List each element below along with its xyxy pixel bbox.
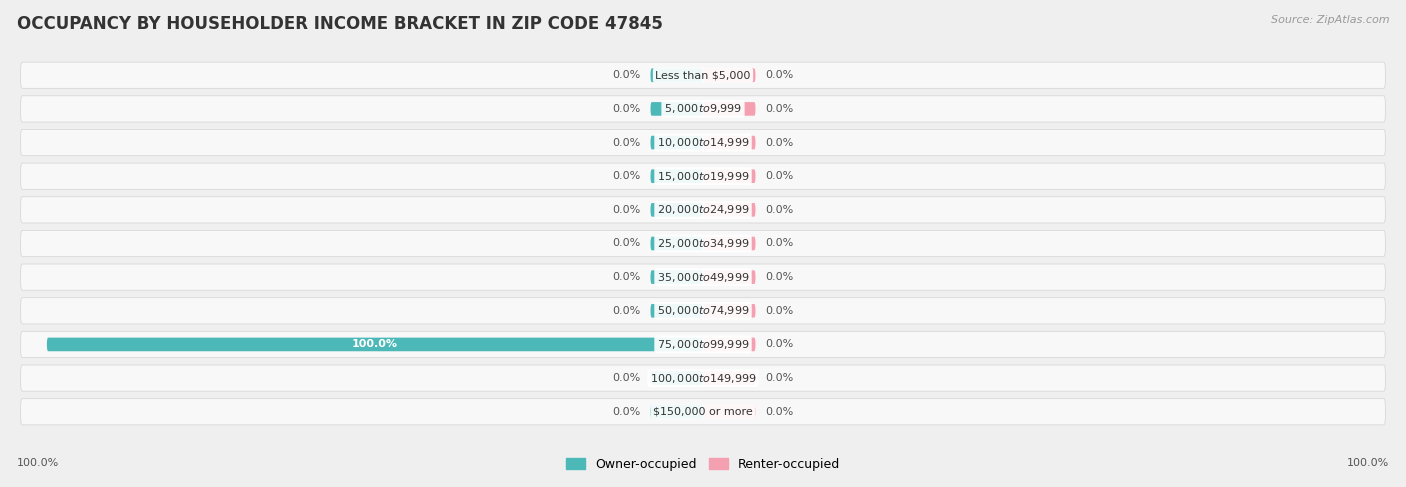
FancyBboxPatch shape [703, 337, 755, 351]
Text: 0.0%: 0.0% [765, 306, 793, 316]
FancyBboxPatch shape [21, 399, 1385, 425]
FancyBboxPatch shape [651, 237, 703, 250]
FancyBboxPatch shape [21, 298, 1385, 324]
FancyBboxPatch shape [703, 371, 755, 385]
Text: 0.0%: 0.0% [613, 407, 641, 417]
Text: 100.0%: 100.0% [352, 339, 398, 350]
FancyBboxPatch shape [703, 405, 755, 418]
Text: 0.0%: 0.0% [765, 171, 793, 181]
Text: 0.0%: 0.0% [765, 373, 793, 383]
FancyBboxPatch shape [21, 130, 1385, 156]
FancyBboxPatch shape [21, 230, 1385, 257]
Text: 0.0%: 0.0% [613, 171, 641, 181]
FancyBboxPatch shape [21, 365, 1385, 391]
Text: $50,000 to $74,999: $50,000 to $74,999 [657, 304, 749, 318]
FancyBboxPatch shape [703, 102, 755, 116]
Text: 100.0%: 100.0% [1347, 457, 1389, 468]
FancyBboxPatch shape [21, 96, 1385, 122]
FancyBboxPatch shape [703, 203, 755, 217]
Text: 0.0%: 0.0% [613, 137, 641, 148]
Text: 0.0%: 0.0% [765, 104, 793, 114]
Legend: Owner-occupied, Renter-occupied: Owner-occupied, Renter-occupied [561, 453, 845, 476]
FancyBboxPatch shape [651, 69, 703, 82]
FancyBboxPatch shape [651, 270, 703, 284]
Text: 0.0%: 0.0% [613, 70, 641, 80]
FancyBboxPatch shape [21, 197, 1385, 223]
Text: $15,000 to $19,999: $15,000 to $19,999 [657, 169, 749, 183]
Text: 0.0%: 0.0% [613, 239, 641, 248]
Text: OCCUPANCY BY HOUSEHOLDER INCOME BRACKET IN ZIP CODE 47845: OCCUPANCY BY HOUSEHOLDER INCOME BRACKET … [17, 15, 662, 33]
FancyBboxPatch shape [21, 331, 1385, 357]
FancyBboxPatch shape [703, 169, 755, 183]
Text: $20,000 to $24,999: $20,000 to $24,999 [657, 204, 749, 216]
Text: $35,000 to $49,999: $35,000 to $49,999 [657, 271, 749, 283]
FancyBboxPatch shape [21, 264, 1385, 290]
FancyBboxPatch shape [651, 169, 703, 183]
FancyBboxPatch shape [46, 337, 703, 351]
Text: $5,000 to $9,999: $5,000 to $9,999 [664, 102, 742, 115]
Text: 0.0%: 0.0% [765, 339, 793, 350]
FancyBboxPatch shape [651, 405, 703, 418]
Text: 0.0%: 0.0% [613, 306, 641, 316]
FancyBboxPatch shape [703, 136, 755, 150]
Text: $100,000 to $149,999: $100,000 to $149,999 [650, 372, 756, 385]
Text: 0.0%: 0.0% [613, 104, 641, 114]
FancyBboxPatch shape [703, 69, 755, 82]
FancyBboxPatch shape [651, 304, 703, 318]
FancyBboxPatch shape [21, 62, 1385, 88]
Text: 100.0%: 100.0% [17, 457, 59, 468]
Text: 0.0%: 0.0% [765, 137, 793, 148]
Text: 0.0%: 0.0% [765, 239, 793, 248]
Text: 0.0%: 0.0% [613, 272, 641, 282]
Text: 0.0%: 0.0% [765, 205, 793, 215]
FancyBboxPatch shape [703, 304, 755, 318]
FancyBboxPatch shape [651, 371, 703, 385]
Text: $25,000 to $34,999: $25,000 to $34,999 [657, 237, 749, 250]
FancyBboxPatch shape [21, 163, 1385, 189]
FancyBboxPatch shape [651, 102, 703, 116]
Text: Source: ZipAtlas.com: Source: ZipAtlas.com [1271, 15, 1389, 25]
FancyBboxPatch shape [651, 203, 703, 217]
Text: $75,000 to $99,999: $75,000 to $99,999 [657, 338, 749, 351]
Text: 0.0%: 0.0% [765, 407, 793, 417]
Text: $10,000 to $14,999: $10,000 to $14,999 [657, 136, 749, 149]
Text: 0.0%: 0.0% [613, 373, 641, 383]
Text: 0.0%: 0.0% [613, 205, 641, 215]
FancyBboxPatch shape [651, 136, 703, 150]
Text: $150,000 or more: $150,000 or more [654, 407, 752, 417]
FancyBboxPatch shape [703, 270, 755, 284]
FancyBboxPatch shape [703, 237, 755, 250]
Text: 0.0%: 0.0% [765, 70, 793, 80]
Text: Less than $5,000: Less than $5,000 [655, 70, 751, 80]
Text: 0.0%: 0.0% [765, 272, 793, 282]
